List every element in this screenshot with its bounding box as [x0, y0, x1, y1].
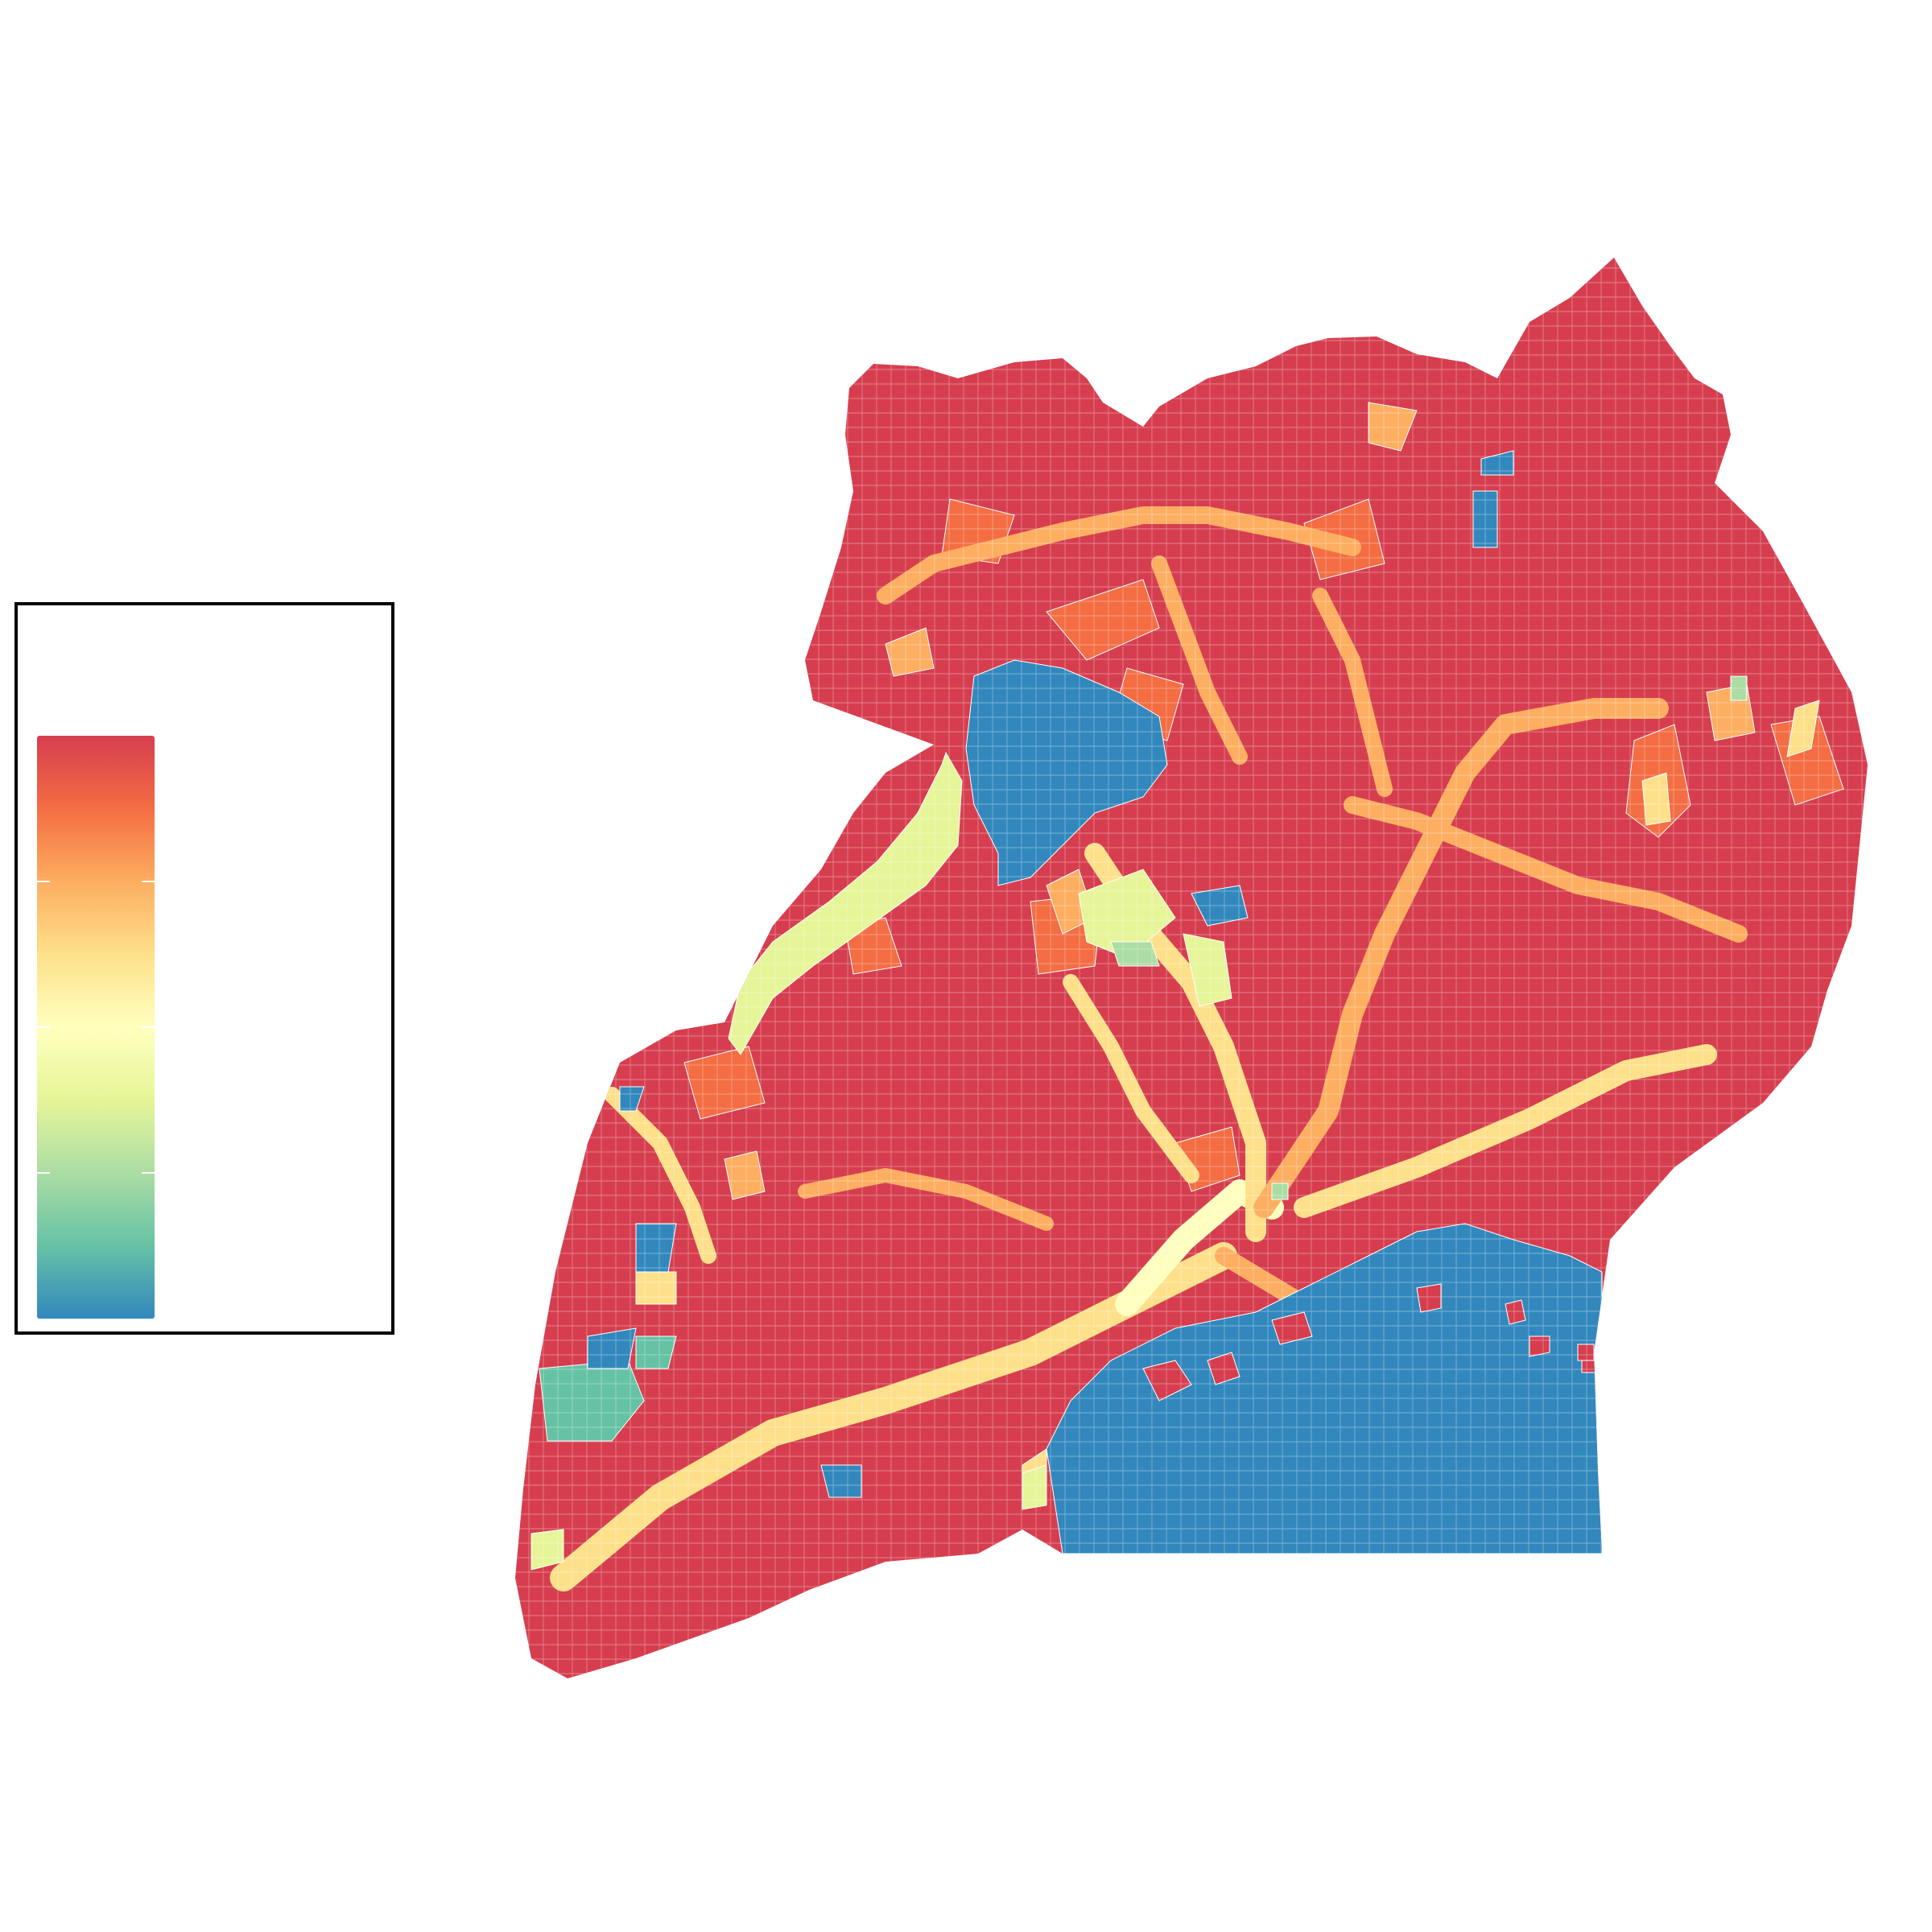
legend-tick — [37, 1172, 50, 1174]
legend-tick — [142, 881, 155, 882]
legend-color-bar — [37, 736, 155, 1319]
legend-tick — [37, 881, 50, 882]
legend-tick — [37, 1026, 50, 1028]
legend-tick — [142, 1026, 155, 1028]
legend-panel — [14, 602, 394, 1335]
legend-tick — [142, 1172, 155, 1174]
